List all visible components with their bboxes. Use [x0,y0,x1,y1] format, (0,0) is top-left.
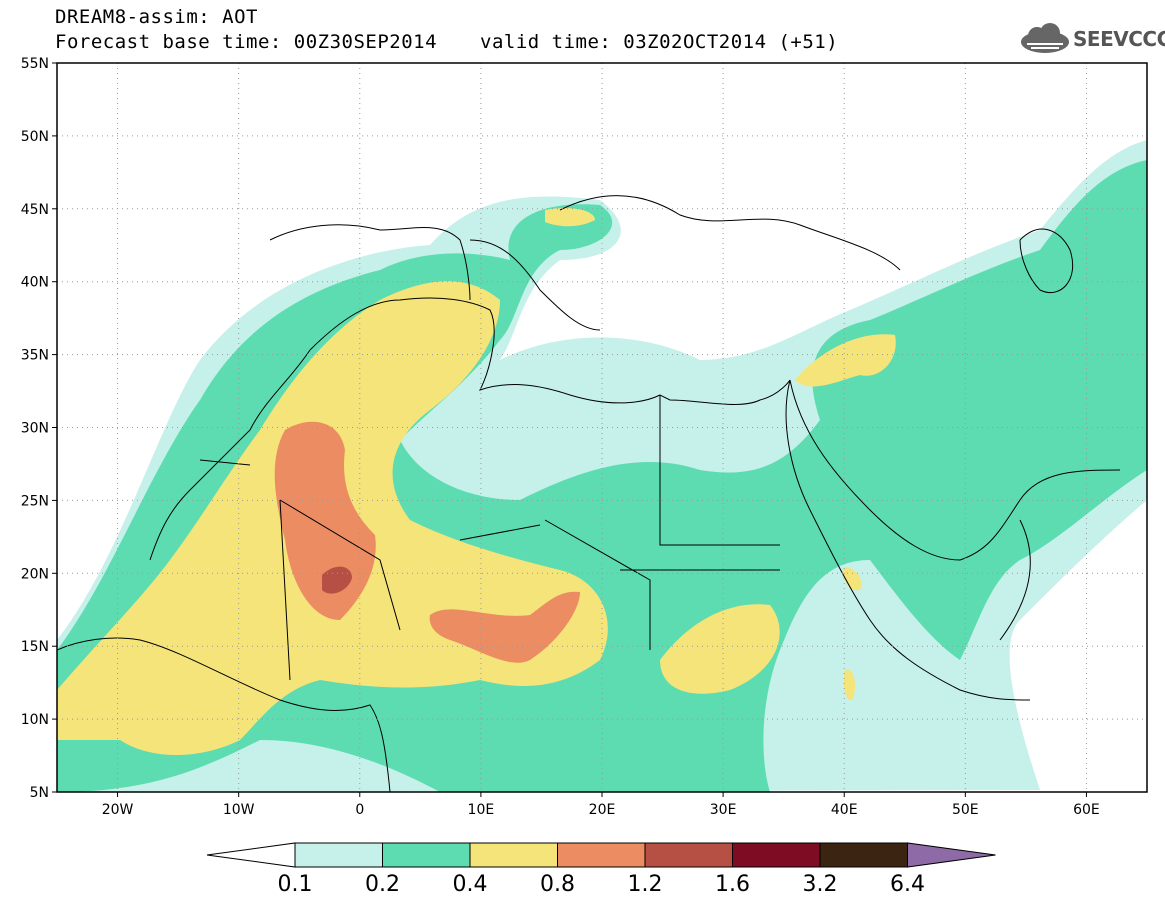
colorbar-label: 0.8 [540,872,575,897]
lat-label: 5N [30,785,49,801]
colorbar-label: 0.4 [453,872,488,897]
lon-label: 30E [710,802,737,818]
lon-labels: 20W 10W 0 10E 20E 30E 40E 50E 60E [102,792,1100,818]
border-lines [199,395,780,681]
lat-label: 10N [21,712,49,728]
lat-label: 35N [21,348,49,364]
lat-label: 50N [21,129,49,145]
colorbar-min-arrow [206,842,296,868]
lon-label: 10W [223,802,255,818]
colorbar-swatch [732,842,821,868]
cloud-icon [1021,23,1069,53]
lon-label: 20E [589,802,616,818]
lon-label: 10E [468,802,495,818]
lat-labels: 55N 50N 45N 40N 35N 30N 25N 20N 15N 10N 5N [21,56,57,801]
lon-label: 40E [831,802,858,818]
graticule [57,63,1147,792]
lat-label: 25N [21,493,49,509]
coastline-europe [269,195,901,331]
aot-level-0.4-b [660,604,780,694]
coastlines [57,195,1121,792]
coastline-caspian [1019,228,1074,294]
colorbar-label: 0.2 [365,872,400,897]
lat-label: 20N [21,566,49,582]
colorbar-swatch [382,842,471,868]
logo-text: SEEVCCC [1073,27,1165,51]
lat-label: 40N [21,275,49,291]
lat-label: 45N [21,202,49,218]
valid-time: valid time: 03Z02OCT2014 (+51) [480,31,839,53]
lat-label: 30N [21,421,49,437]
map-title: DREAM8-assim: AOT [55,6,258,28]
seevccc-logo: SEEVCCC [1017,22,1165,56]
colorbar-swatch [469,842,558,868]
coastline-arabia [789,379,1121,641]
aot-level-0.4-c [795,334,896,387]
aot-level-0.8-b [429,591,580,663]
coastline-west-africa [149,297,1031,701]
colorbar-max-arrow [907,842,996,868]
lon-label: 20W [102,802,134,818]
colorbar-swatch [644,842,733,868]
lat-label: 15N [21,639,49,655]
colorbar-swatch [557,842,646,868]
colorbar-legend: 0.1 0.2 0.4 0.8 1.2 1.6 3.2 6.4 [206,842,996,897]
lon-label: 50E [952,802,979,818]
lon-label: 60E [1073,802,1100,818]
colorbar-label: 1.2 [628,872,663,897]
colorbar-label: 6.4 [890,872,925,897]
colorbar-swatch [294,842,383,868]
aot-level-0.8 [274,421,376,620]
aot-field [57,140,1147,792]
forecast-base-time: Forecast base time: 00Z30SEP2014 [55,31,438,53]
colorbar-label: 0.1 [278,872,313,897]
colorbar-label: 1.6 [715,872,750,897]
lat-label: 55N [21,56,49,72]
aot-level-0.4-d [545,208,595,227]
colorbar-swatch [819,842,908,868]
aot-level-1.2 [322,566,352,594]
aot-level-0.4-f [843,669,856,701]
colorbar-label: 3.2 [803,872,838,897]
lon-label: 0 [355,802,364,818]
